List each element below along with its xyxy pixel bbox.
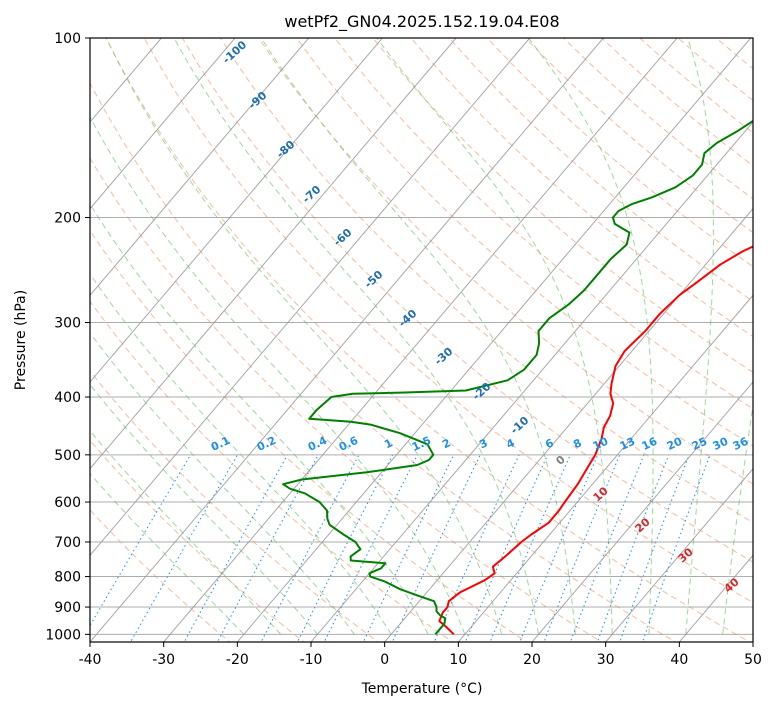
isotherm-line: [457, 294, 753, 642]
mixing-ratio-line: [519, 454, 599, 642]
series-layer: [282, 119, 753, 636]
x-tick-label: -40: [79, 652, 102, 668]
x-tick-label: 50: [744, 652, 762, 668]
dry-adiabat-line: [296, 38, 753, 447]
moist-adiabat-line: [90, 203, 429, 635]
x-tick-label: -30: [152, 652, 175, 668]
isotherm-line: [384, 207, 753, 642]
isotherm-line: [752, 641, 753, 642]
tick-layer: -40 -30 -20 -10 0 10 20 30 40 50 100 200 300 400 500 60…: [45, 31, 762, 668]
isotherm-line: [531, 381, 753, 642]
mixing-ratio-line: [362, 454, 455, 642]
dry-adiabat-line: [90, 370, 380, 642]
x-axis-title: Temperature (°C): [361, 681, 483, 697]
dry-adiabat-line: [754, 38, 775, 645]
mixing-ratio-label: 36: [731, 435, 751, 453]
isotherm-line: [236, 38, 752, 642]
moist-adiabat-line: [173, 38, 539, 635]
x-tick-label: 0: [380, 652, 389, 668]
dry-adiabat-line: [90, 300, 454, 642]
isotherm-line: [90, 38, 383, 383]
moist-adiabat-line: [90, 115, 466, 635]
x-tick-label: 40: [670, 652, 688, 668]
dry-adiabat-line: [334, 38, 753, 410]
mixing-ratio-line: [183, 454, 288, 642]
y-tick-label: 800: [54, 570, 81, 586]
dry-adiabat-line: [143, 38, 753, 604]
moist-adiabat-line: [528, 38, 654, 635]
moist-adiabat-line: [90, 472, 245, 635]
isotherm-line: [0, 38, 14, 642]
mixing-ratio-line: [90, 454, 192, 627]
moist-adiabat-line: [685, 38, 714, 635]
y-tick-label: 100: [54, 31, 81, 47]
x-tick-label: -10: [300, 652, 323, 668]
moist-adiabat-line: [260, 38, 576, 635]
y-tick-label: 300: [54, 316, 81, 332]
moist-adiabat-line: [90, 273, 392, 635]
isotherm-line: [90, 38, 310, 297]
dry-adiabat-line: [258, 38, 753, 485]
plot-frame: [89, 37, 754, 643]
moist-adiabat-line: [90, 383, 318, 635]
dry-adiabat-line: [90, 157, 603, 642]
temperature-profile-line: [438, 245, 753, 636]
isotherm-line: [605, 467, 753, 642]
dry-adiabat-line: [219, 38, 753, 524]
x-tick-label: -20: [226, 652, 249, 668]
mixing-ratio-line: [391, 454, 481, 642]
dry-adiabat-line: [181, 38, 753, 563]
isotherm-line: [90, 38, 531, 557]
y-tick-label: 1000: [45, 627, 81, 643]
grid-layer: [0, 38, 775, 645]
moist-adiabat-line: [722, 401, 753, 635]
y-tick-label: 600: [54, 495, 81, 511]
dry-adiabat-line: [90, 439, 305, 642]
mixing-ratio-line: [543, 454, 621, 642]
plot-background: [90, 38, 753, 642]
moist-adiabat-line: [376, 38, 613, 635]
dry-adiabat-line: [90, 82, 677, 642]
y-tick-label: 900: [54, 600, 81, 616]
mixing-ratio-label: 10: [591, 435, 611, 453]
mixing-ratio-line: [216, 454, 319, 642]
isotherm-line: [310, 121, 753, 642]
dry-adiabat-line: [105, 38, 751, 642]
dewpoint-profile-line: [282, 119, 753, 635]
isotherm-line: [163, 38, 678, 642]
moist-adiabat-line: [90, 332, 355, 635]
dry-adiabat-line: [90, 509, 231, 642]
chart-title: wetPf2_GN04.2025.152.19.04.E08: [284, 12, 559, 32]
x-tick-label: 20: [523, 652, 541, 668]
y-tick-label: 400: [54, 390, 81, 406]
moist-adiabat-line: [90, 430, 282, 635]
y-tick-label: 500: [54, 448, 81, 464]
y-tick-label: 200: [54, 211, 81, 227]
mixing-ratio-line: [323, 454, 418, 642]
mixing-ratio-label: 30: [711, 435, 731, 453]
isotherm-line: [90, 38, 604, 642]
y-tick-label: 700: [54, 535, 81, 551]
y-axis-title: Pressure (hPa): [13, 290, 29, 390]
moist-adiabat-line: [105, 38, 503, 635]
mixing-ratio-label: 20: [665, 435, 685, 453]
x-tick-label: 30: [597, 652, 615, 668]
mixing-ratio-label: 25: [690, 435, 709, 453]
dry-adiabat-line: [90, 229, 528, 642]
x-tick-label: 10: [449, 652, 467, 668]
mixing-ratio-label: 16: [640, 435, 660, 453]
isotherm-line: [90, 38, 236, 210]
mixing-ratio-label: 13: [618, 435, 637, 453]
isotherm-line: [90, 38, 457, 470]
mixing-ratio-line: [642, 454, 711, 642]
